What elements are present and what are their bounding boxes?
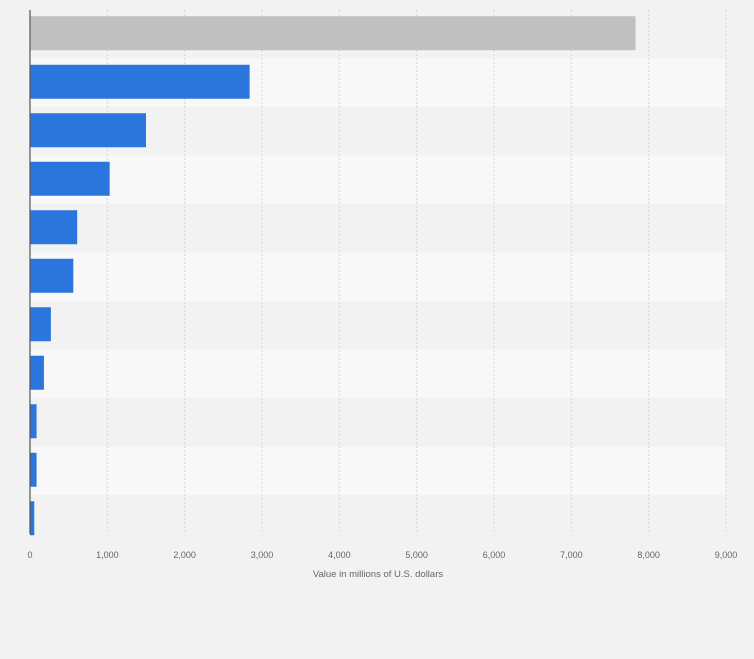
bar[interactable] [30,452,37,487]
bar[interactable] [30,113,146,148]
x-tick-labels: 0 1,000 2,000 3,000 4,000 5,000 6,000 7,000 8,00… [27,550,737,560]
row-band [30,446,726,495]
bar[interactable] [30,258,74,293]
x-tick-label: 1,000 [96,550,119,560]
row-band [30,204,726,253]
bar[interactable] [30,210,78,245]
x-tick-label: 6,000 [483,550,506,560]
bar[interactable] [30,404,37,439]
row-band [30,301,726,350]
bars [30,16,636,536]
row-band [30,349,726,398]
row-band [30,495,726,544]
bar[interactable] [30,355,44,390]
bar[interactable] [30,501,35,536]
x-axis-title: Value in millions of U.S. dollars [313,569,443,580]
x-tick-label: 4,000 [328,550,351,560]
x-tick-label: 3,000 [251,550,274,560]
x-tick-label: 2,000 [173,550,196,560]
bar[interactable] [30,64,250,99]
bar[interactable] [30,16,636,51]
x-tick-label: 9,000 [715,550,738,560]
row-band [30,252,726,301]
x-tick-label: 5,000 [405,550,428,560]
x-tick-label: 0 [27,550,32,560]
row-band [30,398,726,447]
gridlines [106,10,727,534]
row-band [30,155,726,204]
bar[interactable] [30,161,110,196]
x-tick-label: 7,000 [560,550,583,560]
bar[interactable] [30,307,51,342]
x-tick-label: 8,000 [637,550,660,560]
